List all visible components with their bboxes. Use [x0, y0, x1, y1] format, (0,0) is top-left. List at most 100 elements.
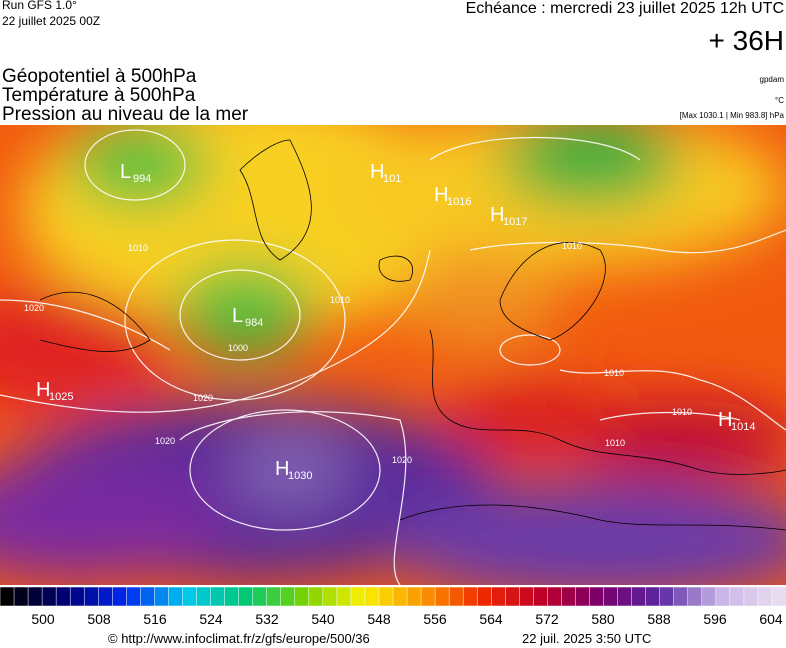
unit: gpdam	[760, 75, 785, 84]
colorbar-cell	[406, 586, 422, 607]
colorbar-cell	[561, 586, 577, 607]
center-value: 1017	[503, 216, 527, 228]
colorbar-cell	[168, 586, 184, 607]
echeance: Echéance : mercredi 23 juillet 2025 12h …	[466, 0, 784, 17]
isobar-label: 1020	[155, 436, 175, 446]
colorbar-cell	[83, 586, 100, 607]
colorbar-label: 604	[759, 611, 783, 627]
center-type: H	[370, 161, 384, 183]
colorbar-cell	[491, 586, 507, 607]
colorbar-cell	[280, 586, 296, 607]
colorbar-cell	[41, 586, 57, 607]
isobar-label: 1010	[128, 243, 148, 253]
colorbar-cell	[547, 586, 563, 607]
center-value: 1030	[288, 470, 312, 482]
colorbar-cell	[575, 586, 591, 607]
field: Pression au niveau de la mer	[2, 104, 249, 125]
colorbar-cell	[505, 586, 521, 607]
colorbar-label: 524	[199, 611, 223, 627]
colorbar-label: 548	[367, 611, 391, 627]
colorbar-cell	[631, 586, 647, 607]
colorbar-label: 516	[143, 611, 167, 627]
colorbar-cell	[182, 586, 198, 607]
colorbar-cell	[533, 586, 549, 607]
center-value: 984	[245, 317, 263, 329]
center-type: L	[232, 305, 243, 327]
isobar-label: 1010	[672, 407, 692, 417]
colorbar-cell	[294, 586, 310, 607]
center-type: H	[434, 184, 448, 206]
colorbar-cell	[771, 586, 786, 607]
colorbar-cell	[98, 586, 114, 607]
colorbar-cell	[112, 586, 128, 607]
colorbar-cell	[69, 586, 85, 607]
center-type: H	[718, 409, 732, 431]
colorbar-cell	[210, 586, 226, 607]
colorbar-cell	[420, 586, 436, 607]
colorbar-cell	[196, 586, 212, 607]
colorbar-cell	[603, 586, 619, 607]
unit: [Max 1030.1 | Min 983.8] hPa	[680, 111, 785, 120]
center-value: 1014	[731, 421, 755, 433]
colorbar-cell	[308, 586, 324, 607]
colorbar-label: 588	[647, 611, 671, 627]
unit: °C	[775, 96, 784, 105]
colorbar-cell	[154, 586, 170, 607]
colorbar-cell	[13, 586, 29, 607]
colorbar-cell	[27, 586, 43, 607]
field: Température à 500hPa	[2, 85, 196, 106]
colorbar-label: 508	[87, 611, 111, 627]
colorbar-cell	[519, 586, 535, 607]
isobar-label: 1020	[392, 455, 412, 465]
center-type: H	[275, 458, 289, 480]
isobar-label: 1020	[193, 393, 213, 403]
run-date: 22 juillet 2025 00Z	[2, 14, 100, 28]
colorbar-cell	[757, 586, 773, 607]
colorbar-cell	[0, 586, 15, 607]
colorbar-label: 540	[311, 611, 335, 627]
colorbar-cell	[392, 586, 408, 607]
center-value: 1025	[49, 391, 73, 403]
isobar-label: 1000	[228, 343, 248, 353]
source-url: © http://www.infoclimat.fr/z/gfs/europe/…	[108, 631, 370, 646]
isobar-labels: 1010 1020 1000 1010 1020 1020 1010 1010 …	[24, 241, 692, 465]
colorbar-cell	[322, 586, 338, 607]
center-type: L	[120, 161, 131, 183]
colorbar-cell	[617, 586, 633, 607]
colorbar-cell	[434, 586, 450, 607]
colorbar-cell	[462, 586, 478, 607]
isobar-label: 1010	[330, 295, 350, 305]
colorbar-cell	[378, 586, 394, 607]
colorbar-label: 564	[479, 611, 503, 627]
colorbar-cell	[252, 586, 268, 607]
colorbar-cell	[238, 586, 254, 607]
colorbar-label: 556	[423, 611, 447, 627]
colorbar-label: 500	[31, 611, 55, 627]
colorbar-label: 572	[535, 611, 559, 627]
colorbar-label: 580	[591, 611, 615, 627]
colorbar-cell	[687, 586, 703, 607]
map-field	[0, 125, 786, 585]
center-type: H	[490, 204, 504, 226]
colorbar-cell	[729, 586, 745, 607]
colorbar-cell	[126, 586, 142, 607]
field: Géopotentiel à 500hPa	[2, 66, 197, 87]
colorbar-cell	[645, 586, 661, 607]
colorbar-cell	[266, 586, 282, 607]
colorbar-cell	[140, 586, 156, 607]
colorbar-cell	[224, 586, 240, 607]
colorbar-cell	[350, 586, 366, 607]
colorbar-cell	[336, 586, 352, 607]
isobar-label: 1010	[604, 368, 624, 378]
timestamp: 22 juil. 2025 3:50 UTC	[522, 631, 651, 646]
colorbar-cell	[364, 586, 380, 607]
colorbar-cell	[659, 586, 675, 607]
colorbar-cell	[448, 586, 464, 607]
center-value: 994	[133, 173, 151, 185]
isobar-label: 1010	[562, 241, 582, 251]
colorbar-cell	[589, 586, 605, 607]
colorbar-cell	[701, 586, 717, 607]
